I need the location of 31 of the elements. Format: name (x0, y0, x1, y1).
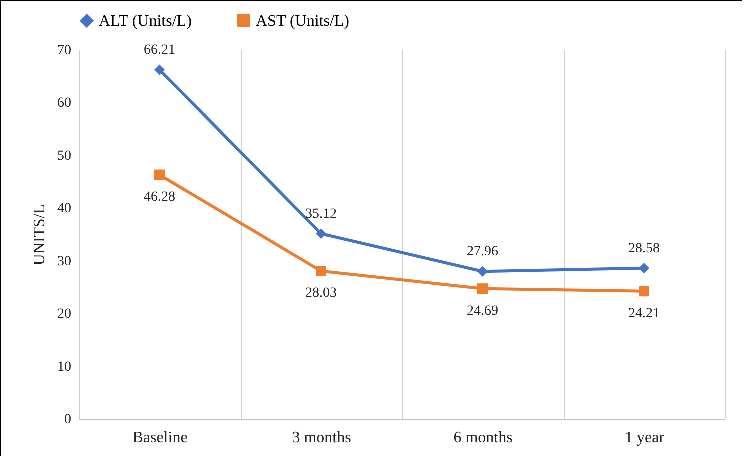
x-tick-label: 6 months (454, 430, 513, 446)
y-tick-label: 40 (58, 202, 72, 217)
point (478, 266, 488, 277)
x-tick-label: 1 year (624, 430, 666, 446)
y-tick-label: 70 (58, 44, 72, 58)
point (316, 266, 326, 276)
y-tick-label: 60 (58, 96, 72, 112)
y-axis-title: UNITS/L (32, 204, 48, 266)
data-label: 28.58 (628, 241, 660, 256)
y-tick-label: 0 (64, 412, 72, 428)
x-tick-label: 3 months (292, 430, 352, 446)
data-label: 35.12 (306, 206, 337, 222)
point (154, 170, 165, 180)
data-label: 28.03 (306, 286, 337, 302)
point (478, 284, 488, 294)
y-tick-label: 30 (58, 254, 72, 270)
data-label: 24.69 (467, 304, 498, 319)
y-tick-label: 20 (58, 307, 72, 322)
x-tick-label: Baseline (132, 430, 188, 446)
y-tick-label: 50 (58, 148, 72, 164)
point (316, 228, 326, 240)
point (639, 263, 650, 274)
y-tick-label: 10 (58, 360, 72, 375)
data-label: 66.21 (144, 42, 176, 58)
data-label: 24.21 (628, 306, 660, 322)
data-label: 46.28 (144, 190, 176, 206)
data-label: 27.96 (467, 244, 498, 260)
legend-label: AST (Units/L) (256, 13, 350, 30)
point (154, 64, 165, 76)
legend-label: ALT (Units/L) (99, 13, 192, 30)
point (639, 286, 650, 297)
